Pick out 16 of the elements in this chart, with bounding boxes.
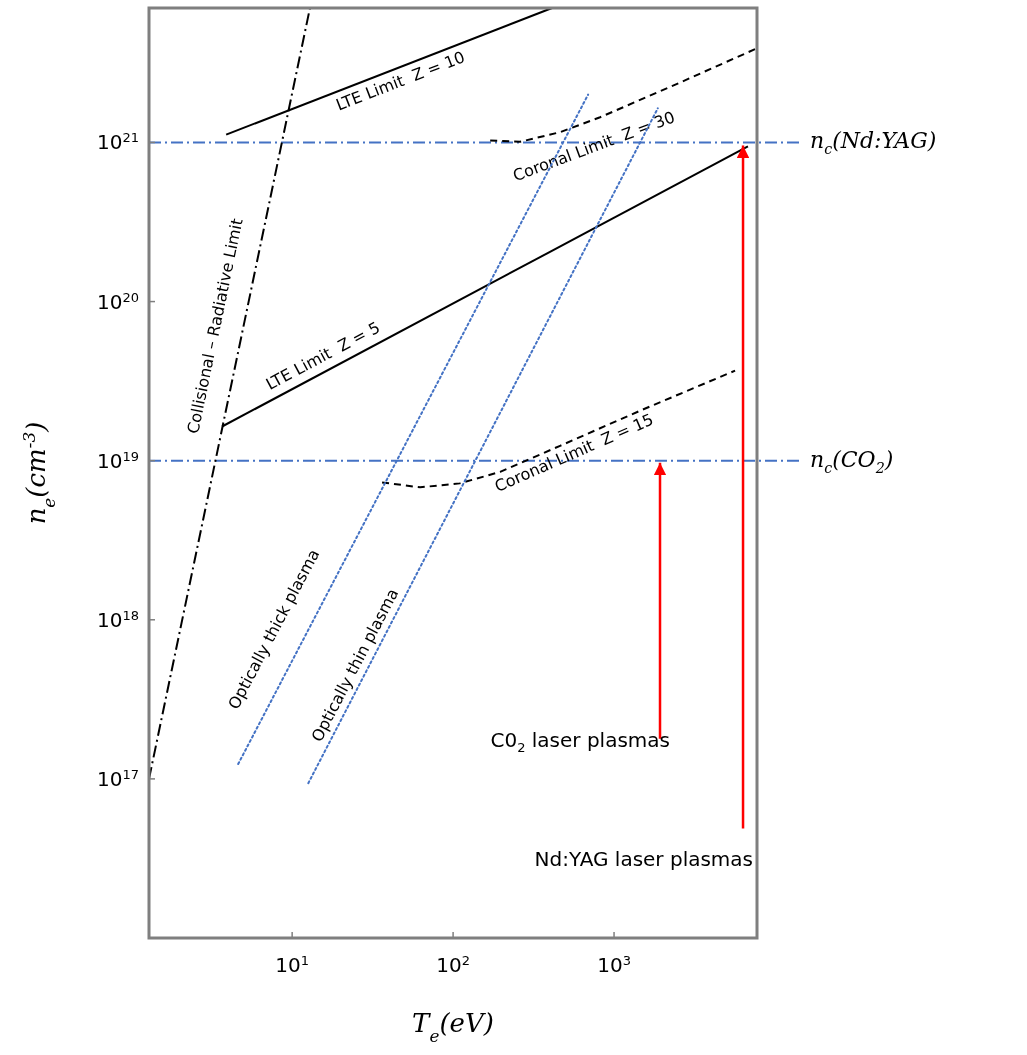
y-tick-label: 10$^{19}$ <box>97 448 139 473</box>
ref-line-label: n$_{c}$(CO$_{2}$) <box>810 446 894 476</box>
annotation: C0$_{2}$ laser plasmas <box>490 727 671 755</box>
y-tick-label: 10$^{21}$ <box>97 129 139 155</box>
y-tick-label: 10$^{20}$ <box>97 289 139 314</box>
x-axis-title: T$_{e}$(eV) <box>412 1008 494 1046</box>
x-tick-label: 10$^{3}$ <box>597 952 631 977</box>
y-tick-label: 10$^{17}$ <box>97 766 139 791</box>
ref-line-label: n$_{c}$(Nd:YAG) <box>810 128 937 158</box>
annotation: Nd:YAG laser plasmas <box>534 846 754 871</box>
x-tick-label: 10$^{2}$ <box>436 952 470 977</box>
text: Collisional – Radiative Limit <box>183 216 247 436</box>
x-tick-label: 10$^{1}$ <box>275 952 310 977</box>
text: LTE Limit Z = 10 <box>333 47 468 115</box>
text: LTE Limit Z = 5 <box>262 317 384 394</box>
y-tick-label: 10$^{18}$ <box>97 607 139 632</box>
